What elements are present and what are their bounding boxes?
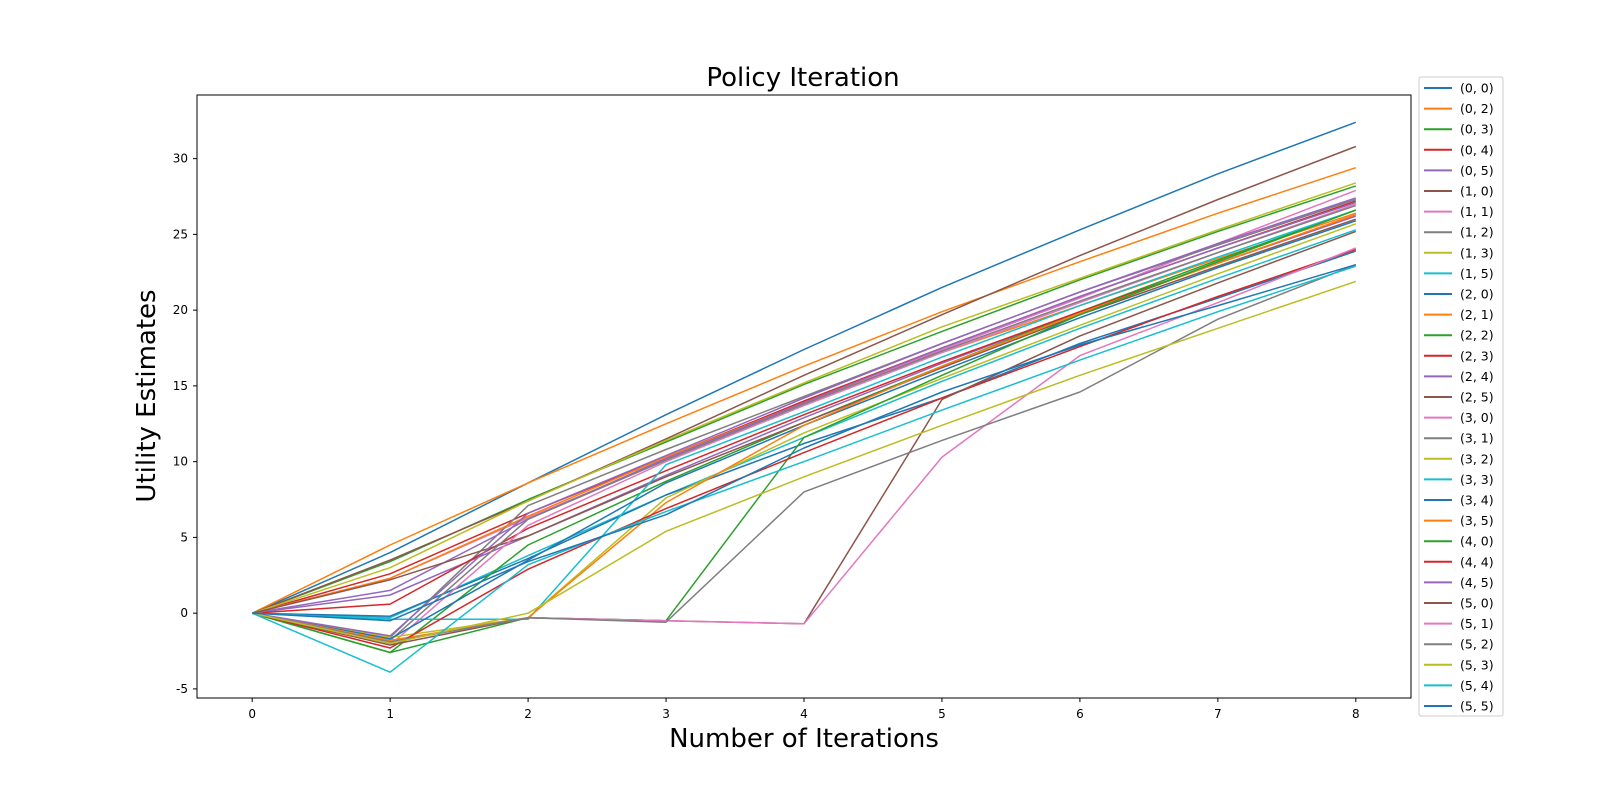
- series-line: [252, 218, 1357, 614]
- legend-label: (5, 2): [1460, 637, 1494, 652]
- x-tick-label: 1: [386, 707, 394, 721]
- y-axis: -5 0 5 10 15 20 25 30: [173, 152, 197, 696]
- legend-label: (2, 5): [1460, 390, 1494, 405]
- legend-label: (0, 5): [1460, 163, 1494, 178]
- legend-label: (1, 2): [1460, 225, 1494, 240]
- legend-label: (5, 1): [1460, 616, 1494, 631]
- y-tick-label: 0: [180, 606, 188, 620]
- legend-label: (0, 0): [1460, 81, 1494, 96]
- legend-label: (3, 2): [1460, 451, 1494, 466]
- series-line: [252, 201, 1357, 614]
- y-axis-label: Utility Estimates: [132, 289, 162, 502]
- legend-label: (4, 0): [1460, 534, 1494, 549]
- series-line: [252, 204, 1357, 642]
- legend-label: (5, 3): [1460, 657, 1494, 672]
- y-tick-label: 30: [173, 152, 188, 166]
- legend-label: (2, 0): [1460, 287, 1494, 302]
- legend-label: (1, 0): [1460, 184, 1494, 199]
- legend-label: (2, 2): [1460, 328, 1494, 343]
- y-tick-label: 20: [173, 303, 188, 317]
- legend-label: (1, 5): [1460, 266, 1494, 281]
- y-tick-label: 5: [180, 530, 188, 544]
- series-line: [251, 166, 1357, 614]
- legend-label: (5, 5): [1460, 699, 1494, 714]
- y-tick-label: 10: [173, 455, 188, 469]
- series-line: [251, 265, 1357, 673]
- x-tick-label: 3: [662, 707, 670, 721]
- legend-label: (1, 1): [1460, 204, 1494, 219]
- legend-label: (5, 0): [1460, 596, 1494, 611]
- series-lines: [251, 121, 1357, 673]
- x-tick-label: 6: [1076, 707, 1084, 721]
- legend-label: (4, 5): [1460, 575, 1494, 590]
- series-line: [252, 197, 1357, 637]
- series-line: [252, 198, 1357, 639]
- legend-box: [1418, 76, 1504, 717]
- series-line: [251, 121, 1357, 614]
- y-tick-label: 15: [173, 379, 188, 393]
- legend-label: (3, 1): [1460, 431, 1494, 446]
- series-line: [251, 182, 1357, 614]
- legend-label: (1, 3): [1460, 245, 1494, 260]
- series-line: [252, 248, 1357, 649]
- x-axis: 0 1 2 3 4 5 6 7 8: [248, 698, 1360, 721]
- legend-label: (0, 3): [1460, 122, 1494, 137]
- series-line: [252, 280, 1357, 645]
- series-line: [252, 263, 1357, 622]
- legend-label: (2, 3): [1460, 348, 1494, 363]
- series-line: [251, 145, 1357, 614]
- legend-label: (3, 5): [1460, 513, 1494, 528]
- y-tick-label: 25: [173, 227, 188, 241]
- x-tick-label: 2: [524, 707, 532, 721]
- x-tick-label: 5: [938, 707, 946, 721]
- series-line: [252, 223, 1357, 639]
- y-tick-label: -5: [176, 682, 188, 696]
- x-tick-label: 7: [1214, 707, 1222, 721]
- legend-label: (5, 4): [1460, 678, 1494, 693]
- legend-label: (0, 2): [1460, 101, 1494, 116]
- legend: (0, 0) (0, 2) (0, 3) (0, 4) (0, 5) (1, 0) (1, …: [1418, 76, 1504, 717]
- legend-label: (0, 4): [1460, 142, 1494, 157]
- x-tick-label: 4: [800, 707, 808, 721]
- legend-label: (3, 4): [1460, 493, 1494, 508]
- series-line: [252, 209, 1357, 620]
- legend-label: (2, 1): [1460, 307, 1494, 322]
- x-tick-label: 8: [1352, 707, 1360, 721]
- x-tick-label: 0: [248, 707, 256, 721]
- x-axis-label: Number of Iterations: [669, 724, 939, 754]
- legend-label: (4, 4): [1460, 554, 1494, 569]
- series-line: [251, 209, 1357, 654]
- chart-title: Policy Iteration: [706, 63, 899, 93]
- legend-label: (2, 4): [1460, 369, 1494, 384]
- legend-label: (3, 0): [1460, 410, 1494, 425]
- legend-label: (3, 3): [1460, 472, 1494, 487]
